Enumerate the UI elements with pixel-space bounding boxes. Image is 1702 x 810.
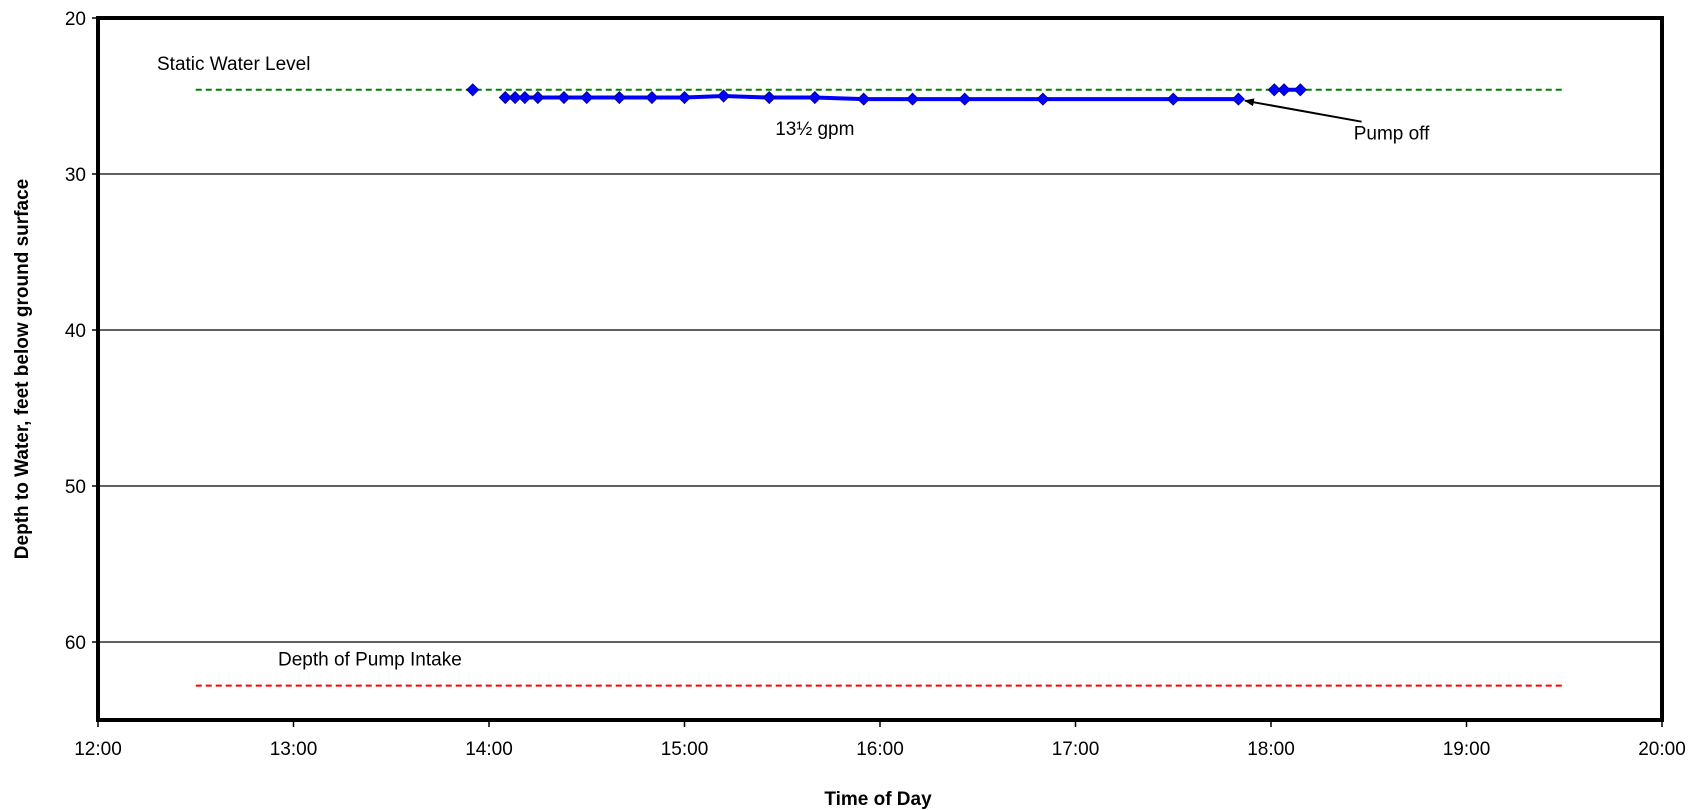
data-series xyxy=(466,83,1307,106)
annotations: 13½ gpm Pump off xyxy=(775,98,1430,145)
pump-rate-label: 13½ gpm xyxy=(775,119,854,140)
data-point xyxy=(958,92,972,106)
pump-off-label: Pump off xyxy=(1354,124,1430,145)
x-tick-label: 12:00 xyxy=(74,739,122,760)
data-point xyxy=(580,90,594,105)
data-point xyxy=(1293,83,1307,97)
x-tick-label: 14:00 xyxy=(465,739,513,760)
data-point xyxy=(906,92,920,106)
data-point xyxy=(1036,92,1050,106)
x-tick-label: 20:00 xyxy=(1638,739,1686,760)
data-point xyxy=(1267,83,1281,97)
x-tick-label: 13:00 xyxy=(270,739,318,760)
data-point xyxy=(612,90,626,105)
axis-ticks: 20 30 40 50 60 12:00 13:00 14:00 15:00 16:00 17:00… xyxy=(65,9,1686,760)
y-tick-label: 50 xyxy=(65,477,86,498)
data-point xyxy=(557,90,571,105)
data-point xyxy=(508,90,522,105)
data-point xyxy=(762,90,776,105)
data-point xyxy=(1231,92,1245,106)
y-tick-label: 60 xyxy=(65,633,86,654)
x-tick-label: 15:00 xyxy=(661,739,709,760)
data-point xyxy=(1166,92,1180,106)
data-point xyxy=(677,90,692,105)
x-axis-title: Time of Day xyxy=(824,789,932,810)
data-point xyxy=(518,90,532,105)
x-tick-label: 18:00 xyxy=(1247,739,1295,760)
gridlines xyxy=(98,173,1662,643)
y-tick-label: 20 xyxy=(65,9,86,30)
pump-off-arrow xyxy=(1243,98,1362,123)
x-tick-label: 19:00 xyxy=(1443,739,1491,760)
y-axis-title: Depth to Water, feet below ground surfac… xyxy=(12,179,33,559)
data-point xyxy=(645,90,659,105)
data-point xyxy=(1277,83,1291,97)
x-tick-label: 16:00 xyxy=(856,739,904,760)
x-tick-label: 17:00 xyxy=(1052,739,1100,760)
data-point xyxy=(498,90,512,105)
data-point xyxy=(857,92,871,106)
reference-line-label: Depth of Pump Intake xyxy=(278,650,462,671)
y-tick-label: 30 xyxy=(65,165,86,186)
data-point xyxy=(808,90,822,105)
data-point xyxy=(717,89,731,103)
reference-line-label: Static Water Level xyxy=(157,54,310,75)
y-tick-label: 40 xyxy=(65,321,86,342)
data-point xyxy=(531,90,545,105)
data-point xyxy=(466,83,480,97)
reference-lines: Static Water Level Depth of Pump Intake xyxy=(157,54,1565,687)
